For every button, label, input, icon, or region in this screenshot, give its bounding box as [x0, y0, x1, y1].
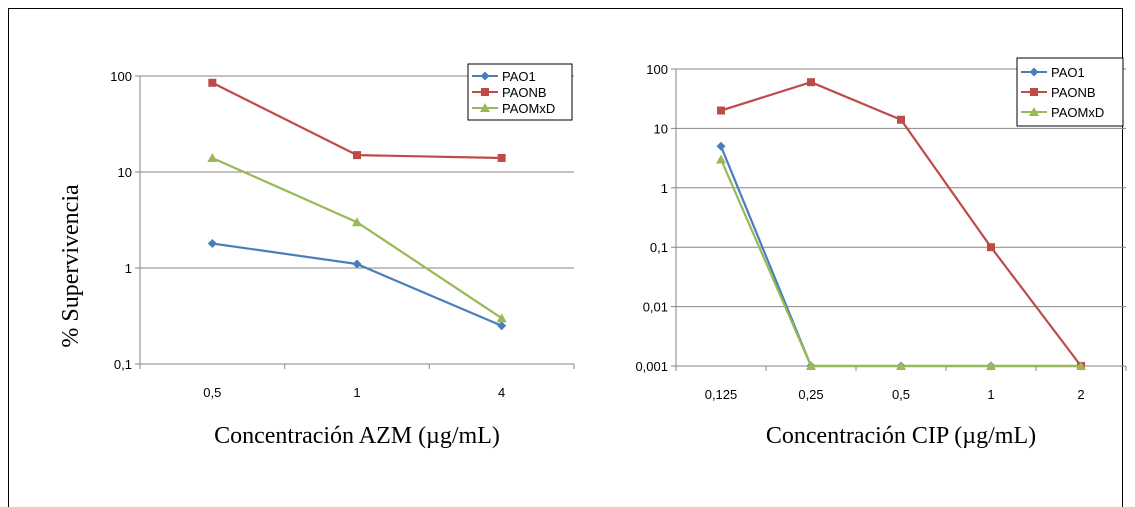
series-line-paonb: [211, 81, 502, 160]
series-line-pao1: [212, 242, 503, 327]
series-line-pao1: [719, 145, 1081, 368]
data-point-paomxd: [716, 154, 726, 164]
data-point-paomxd: [1076, 361, 1086, 370]
data-point-pao1: [497, 321, 507, 331]
y-tick-label: 10: [118, 165, 132, 180]
data-point-pao1: [716, 141, 726, 151]
chart-azm: 0,1 1 10 100 0,5 1 4 Concentración AZM (µg/mL) P…: [110, 63, 575, 449]
legend: PAO1 PAONB PAOMxD: [1016, 57, 1124, 127]
y-tick-label: 100: [646, 62, 668, 77]
x-tick-label: 4: [498, 385, 505, 400]
data-point-paonb: [353, 151, 361, 160]
y-tick-label: 0,001: [635, 359, 668, 374]
legend-marker: [480, 103, 490, 112]
y-axis-title: % Supervivencia: [58, 184, 84, 348]
data-point-pao1: [207, 238, 217, 248]
data-point-paonb: [807, 78, 815, 87]
legend-label: PAO1: [1051, 65, 1085, 80]
legend-marker: [481, 88, 489, 96]
data-point-paomxd: [352, 217, 362, 227]
data-point-paomxd: [496, 313, 507, 323]
x-tick-label: 1: [987, 387, 994, 402]
data-point-paonb: [717, 106, 725, 115]
data-point-paonb: [497, 153, 506, 162]
y-tick-label: 10: [654, 121, 668, 136]
x-tick-label: 0,25: [798, 387, 823, 402]
y-tick-label: 0,01: [643, 300, 668, 315]
data-point-paomxd: [896, 361, 906, 370]
legend-label: PAOMxD: [502, 101, 555, 116]
data-point-paomxd: [207, 152, 218, 162]
legend-marker: [1029, 67, 1039, 77]
legend-marker: [1029, 107, 1039, 116]
x-tick-label: 0,125: [705, 387, 738, 402]
x-axis-title: Concentración CIP (µg/mL): [766, 423, 1036, 449]
legend-label: PAOMxD: [1051, 105, 1104, 120]
x-tick-label: 0,5: [892, 387, 910, 402]
x-axis-title: Concentración AZM (µg/mL): [214, 423, 500, 449]
y-tick-label: 0,1: [650, 240, 668, 255]
y-tick-label: 1: [661, 181, 668, 196]
data-point-paonb: [208, 78, 217, 87]
figure-frame: [8, 8, 1123, 507]
legend-label: PAO1: [502, 69, 536, 84]
y-tick-label: 1: [125, 261, 132, 276]
x-tick-label: 2: [1077, 387, 1084, 402]
y-tick-label: 100: [110, 69, 132, 84]
series-line-paomxd: [719, 159, 1081, 368]
data-point-paomxd: [986, 361, 996, 370]
x-tick-label: 1: [353, 385, 360, 400]
chart-cip: 0,001 0,01 0,1 1 10 100 0,125 0,25 0,5 1 2 Concentr…: [635, 57, 1127, 449]
x-tick-label: 0,5: [203, 385, 221, 400]
data-point-paonb: [987, 243, 995, 252]
data-point-pao1: [352, 259, 362, 269]
legend-marker: [480, 71, 490, 81]
legend-label: PAONB: [502, 85, 547, 100]
data-point-paomxd: [806, 361, 816, 370]
legend-marker: [1030, 88, 1038, 96]
data-point-paonb: [897, 115, 905, 124]
series-line-paomxd: [211, 156, 503, 320]
y-tick-label: 0,1: [114, 357, 132, 372]
legend-label: PAONB: [1051, 85, 1096, 100]
